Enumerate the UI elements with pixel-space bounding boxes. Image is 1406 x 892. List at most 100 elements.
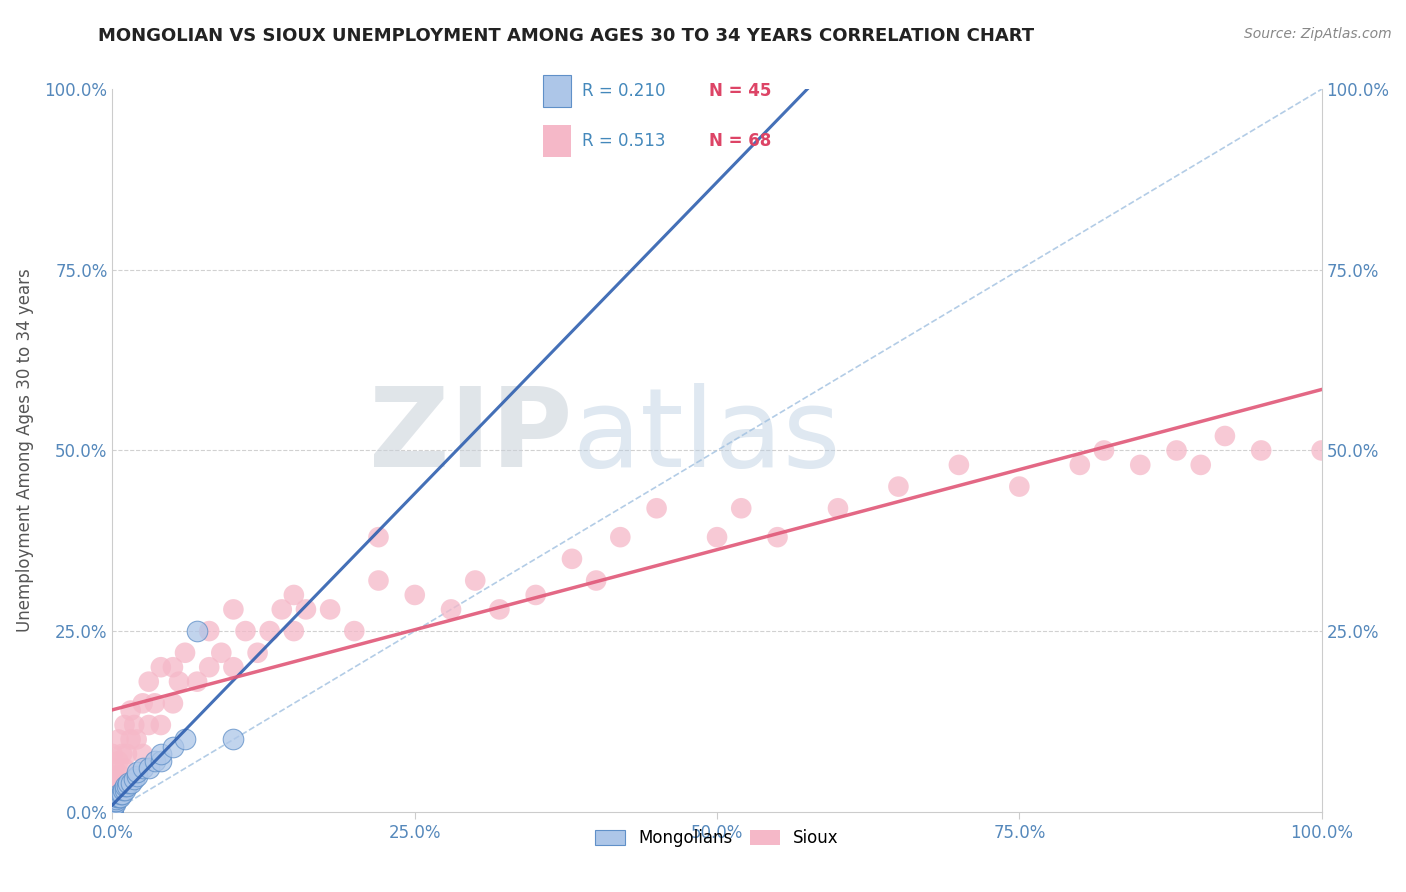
Point xyxy=(283,588,305,602)
Point xyxy=(367,574,389,588)
FancyBboxPatch shape xyxy=(543,75,571,107)
Point xyxy=(706,530,728,544)
Point xyxy=(114,783,136,797)
Point xyxy=(114,780,136,794)
Point xyxy=(101,800,124,814)
Point xyxy=(107,787,129,801)
Point xyxy=(464,574,486,588)
Point xyxy=(101,805,124,819)
Point xyxy=(122,718,145,732)
Point xyxy=(120,704,142,718)
Point xyxy=(235,624,257,639)
Point xyxy=(110,787,132,801)
Point xyxy=(101,799,124,814)
Point xyxy=(1213,429,1236,443)
Point xyxy=(110,769,132,783)
Point xyxy=(104,761,127,775)
Point xyxy=(259,624,281,639)
Point xyxy=(585,574,607,588)
Point xyxy=(104,797,127,812)
Text: Source: ZipAtlas.com: Source: ZipAtlas.com xyxy=(1244,27,1392,41)
Text: atlas: atlas xyxy=(572,383,841,490)
Point xyxy=(143,754,166,768)
Point xyxy=(222,660,245,674)
Text: N = 45: N = 45 xyxy=(709,82,770,100)
Point xyxy=(101,805,124,819)
Point xyxy=(125,769,148,783)
Point xyxy=(115,780,138,794)
Point xyxy=(198,624,221,639)
Legend: Mongolians, Sioux: Mongolians, Sioux xyxy=(589,822,845,854)
Point xyxy=(174,646,197,660)
Point xyxy=(1250,443,1272,458)
Point xyxy=(440,602,463,616)
Point xyxy=(107,732,129,747)
Point xyxy=(827,501,849,516)
Point xyxy=(101,805,124,819)
Point xyxy=(609,530,631,544)
Point xyxy=(125,764,148,779)
Point xyxy=(132,761,155,775)
Point xyxy=(1189,458,1212,472)
Point xyxy=(295,602,318,616)
Point xyxy=(948,458,970,472)
Point xyxy=(132,696,155,710)
Point xyxy=(115,747,138,761)
Point xyxy=(117,776,139,790)
Point xyxy=(101,803,124,817)
Point xyxy=(167,674,190,689)
Point xyxy=(105,791,128,805)
Point xyxy=(101,747,124,761)
Point xyxy=(101,805,124,819)
Point xyxy=(1092,443,1115,458)
Point xyxy=(138,718,160,732)
Point xyxy=(120,776,142,790)
Point xyxy=(101,804,124,818)
Point xyxy=(270,602,292,616)
Point xyxy=(887,480,910,494)
Point xyxy=(222,602,245,616)
Point xyxy=(120,732,142,747)
Point xyxy=(138,674,160,689)
Point xyxy=(1008,480,1031,494)
Point xyxy=(101,797,124,812)
Point xyxy=(114,761,136,775)
Point xyxy=(174,732,197,747)
Point xyxy=(149,660,172,674)
Point xyxy=(125,732,148,747)
Point xyxy=(222,732,245,747)
Point xyxy=(101,803,124,817)
Point xyxy=(319,602,342,616)
Text: N = 68: N = 68 xyxy=(709,132,770,150)
Point xyxy=(1129,458,1152,472)
Point xyxy=(107,790,129,805)
Point xyxy=(162,739,184,754)
Point xyxy=(111,787,134,801)
Point xyxy=(103,797,125,812)
Point xyxy=(1166,443,1188,458)
Point xyxy=(343,624,366,639)
Y-axis label: Unemployment Among Ages 30 to 34 years: Unemployment Among Ages 30 to 34 years xyxy=(15,268,34,632)
Point xyxy=(1069,458,1091,472)
Point xyxy=(561,551,583,566)
Point xyxy=(112,783,135,797)
Point xyxy=(283,624,305,639)
Point xyxy=(101,801,124,815)
Point xyxy=(162,660,184,674)
Point xyxy=(404,588,426,602)
Point xyxy=(101,805,124,819)
Point xyxy=(186,624,208,639)
Point xyxy=(367,530,389,544)
Point xyxy=(149,754,172,768)
Point xyxy=(766,530,789,544)
Text: R = 0.210: R = 0.210 xyxy=(582,82,665,100)
Point xyxy=(143,696,166,710)
Point xyxy=(101,805,124,819)
Point xyxy=(104,794,127,808)
FancyBboxPatch shape xyxy=(543,125,571,157)
Point xyxy=(108,790,131,805)
Text: MONGOLIAN VS SIOUX UNEMPLOYMENT AMONG AGES 30 TO 34 YEARS CORRELATION CHART: MONGOLIAN VS SIOUX UNEMPLOYMENT AMONG AG… xyxy=(98,27,1035,45)
Point xyxy=(488,602,510,616)
Point xyxy=(198,660,221,674)
Point xyxy=(730,501,752,516)
